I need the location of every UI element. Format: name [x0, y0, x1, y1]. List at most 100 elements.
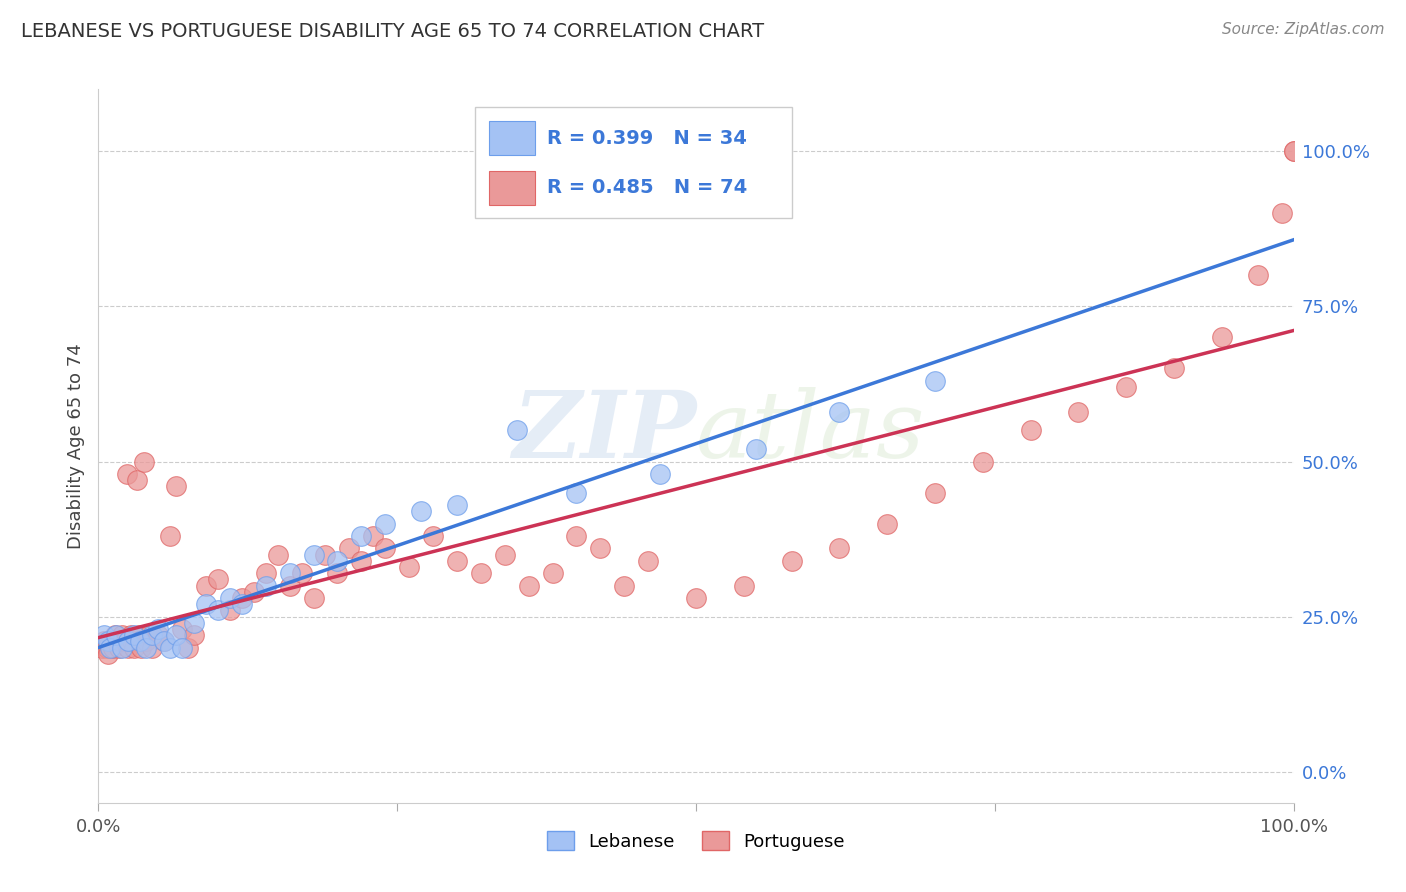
- Point: [278, 579, 301, 593]
- Point: [195, 579, 218, 593]
- Point: [183, 615, 205, 630]
- FancyBboxPatch shape: [489, 170, 534, 205]
- Point: [398, 560, 420, 574]
- Point: [148, 628, 170, 642]
- Point: [141, 640, 163, 655]
- Point: [117, 640, 139, 655]
- Point: [422, 529, 444, 543]
- Point: [565, 485, 588, 500]
- Text: R = 0.485   N = 74: R = 0.485 N = 74: [547, 178, 747, 197]
- Point: [278, 566, 301, 581]
- Point: [219, 603, 242, 617]
- Text: LEBANESE VS PORTUGUESE DISABILITY AGE 65 TO 74 CORRELATION CHART: LEBANESE VS PORTUGUESE DISABILITY AGE 65…: [21, 22, 765, 41]
- Point: [91, 640, 114, 655]
- Text: ZIP: ZIP: [512, 387, 696, 476]
- Point: [254, 579, 277, 593]
- Point: [780, 554, 803, 568]
- Point: [924, 485, 946, 500]
- Text: atlas: atlas: [696, 387, 925, 476]
- Point: [541, 566, 564, 581]
- Point: [267, 548, 290, 562]
- Point: [565, 529, 588, 543]
- Point: [315, 548, 337, 562]
- FancyBboxPatch shape: [489, 121, 534, 155]
- Text: Source: ZipAtlas.com: Source: ZipAtlas.com: [1222, 22, 1385, 37]
- Point: [148, 622, 170, 636]
- Point: [120, 628, 142, 642]
- Point: [231, 591, 253, 605]
- Point: [104, 628, 127, 642]
- Point: [108, 634, 131, 648]
- Point: [1211, 330, 1233, 344]
- Point: [326, 566, 349, 581]
- Point: [153, 634, 176, 648]
- Point: [97, 647, 120, 661]
- Point: [207, 603, 229, 617]
- Point: [107, 640, 129, 655]
- FancyBboxPatch shape: [475, 107, 792, 218]
- Point: [637, 554, 659, 568]
- Point: [135, 640, 157, 655]
- Point: [159, 640, 181, 655]
- Point: [650, 467, 672, 481]
- Point: [98, 640, 122, 655]
- Point: [93, 634, 115, 648]
- Point: [339, 541, 361, 556]
- Point: [101, 640, 124, 655]
- Point: [733, 579, 755, 593]
- Point: [183, 628, 205, 642]
- Point: [105, 628, 128, 642]
- Legend: Lebanese, Portuguese: Lebanese, Portuguese: [540, 824, 852, 858]
- Point: [446, 554, 468, 568]
- Point: [613, 579, 636, 593]
- Point: [828, 405, 851, 419]
- Point: [302, 591, 325, 605]
- Point: [876, 516, 898, 531]
- Point: [302, 548, 325, 562]
- Point: [291, 566, 314, 581]
- Point: [243, 584, 266, 599]
- Text: R = 0.399   N = 34: R = 0.399 N = 34: [547, 128, 747, 147]
- Point: [125, 473, 148, 487]
- Point: [1282, 145, 1305, 159]
- Point: [494, 548, 516, 562]
- Point: [124, 628, 146, 642]
- Point: [446, 498, 468, 512]
- Point: [129, 634, 152, 648]
- Point: [141, 628, 163, 642]
- Point: [93, 628, 115, 642]
- Point: [128, 628, 150, 642]
- Point: [745, 442, 768, 456]
- Point: [1271, 206, 1294, 220]
- Point: [195, 597, 218, 611]
- Point: [1282, 145, 1305, 159]
- Y-axis label: Disability Age 65 to 74: Disability Age 65 to 74: [66, 343, 84, 549]
- Point: [172, 622, 194, 636]
- Point: [159, 529, 181, 543]
- Point: [97, 634, 120, 648]
- Point: [132, 454, 155, 468]
- Point: [411, 504, 433, 518]
- Point: [828, 541, 851, 556]
- Point: [117, 634, 139, 648]
- Point: [153, 634, 176, 648]
- Point: [517, 579, 540, 593]
- Point: [1067, 405, 1090, 419]
- Point: [506, 424, 529, 438]
- Point: [1115, 380, 1137, 394]
- Point: [1019, 424, 1042, 438]
- Point: [124, 640, 146, 655]
- Point: [231, 597, 253, 611]
- Point: [135, 634, 157, 648]
- Point: [350, 554, 373, 568]
- Point: [115, 467, 138, 481]
- Point: [589, 541, 612, 556]
- Point: [350, 529, 373, 543]
- Point: [254, 566, 277, 581]
- Point: [98, 634, 122, 648]
- Point: [374, 541, 396, 556]
- Point: [138, 628, 160, 642]
- Point: [374, 516, 396, 531]
- Point: [177, 640, 200, 655]
- Point: [172, 640, 194, 655]
